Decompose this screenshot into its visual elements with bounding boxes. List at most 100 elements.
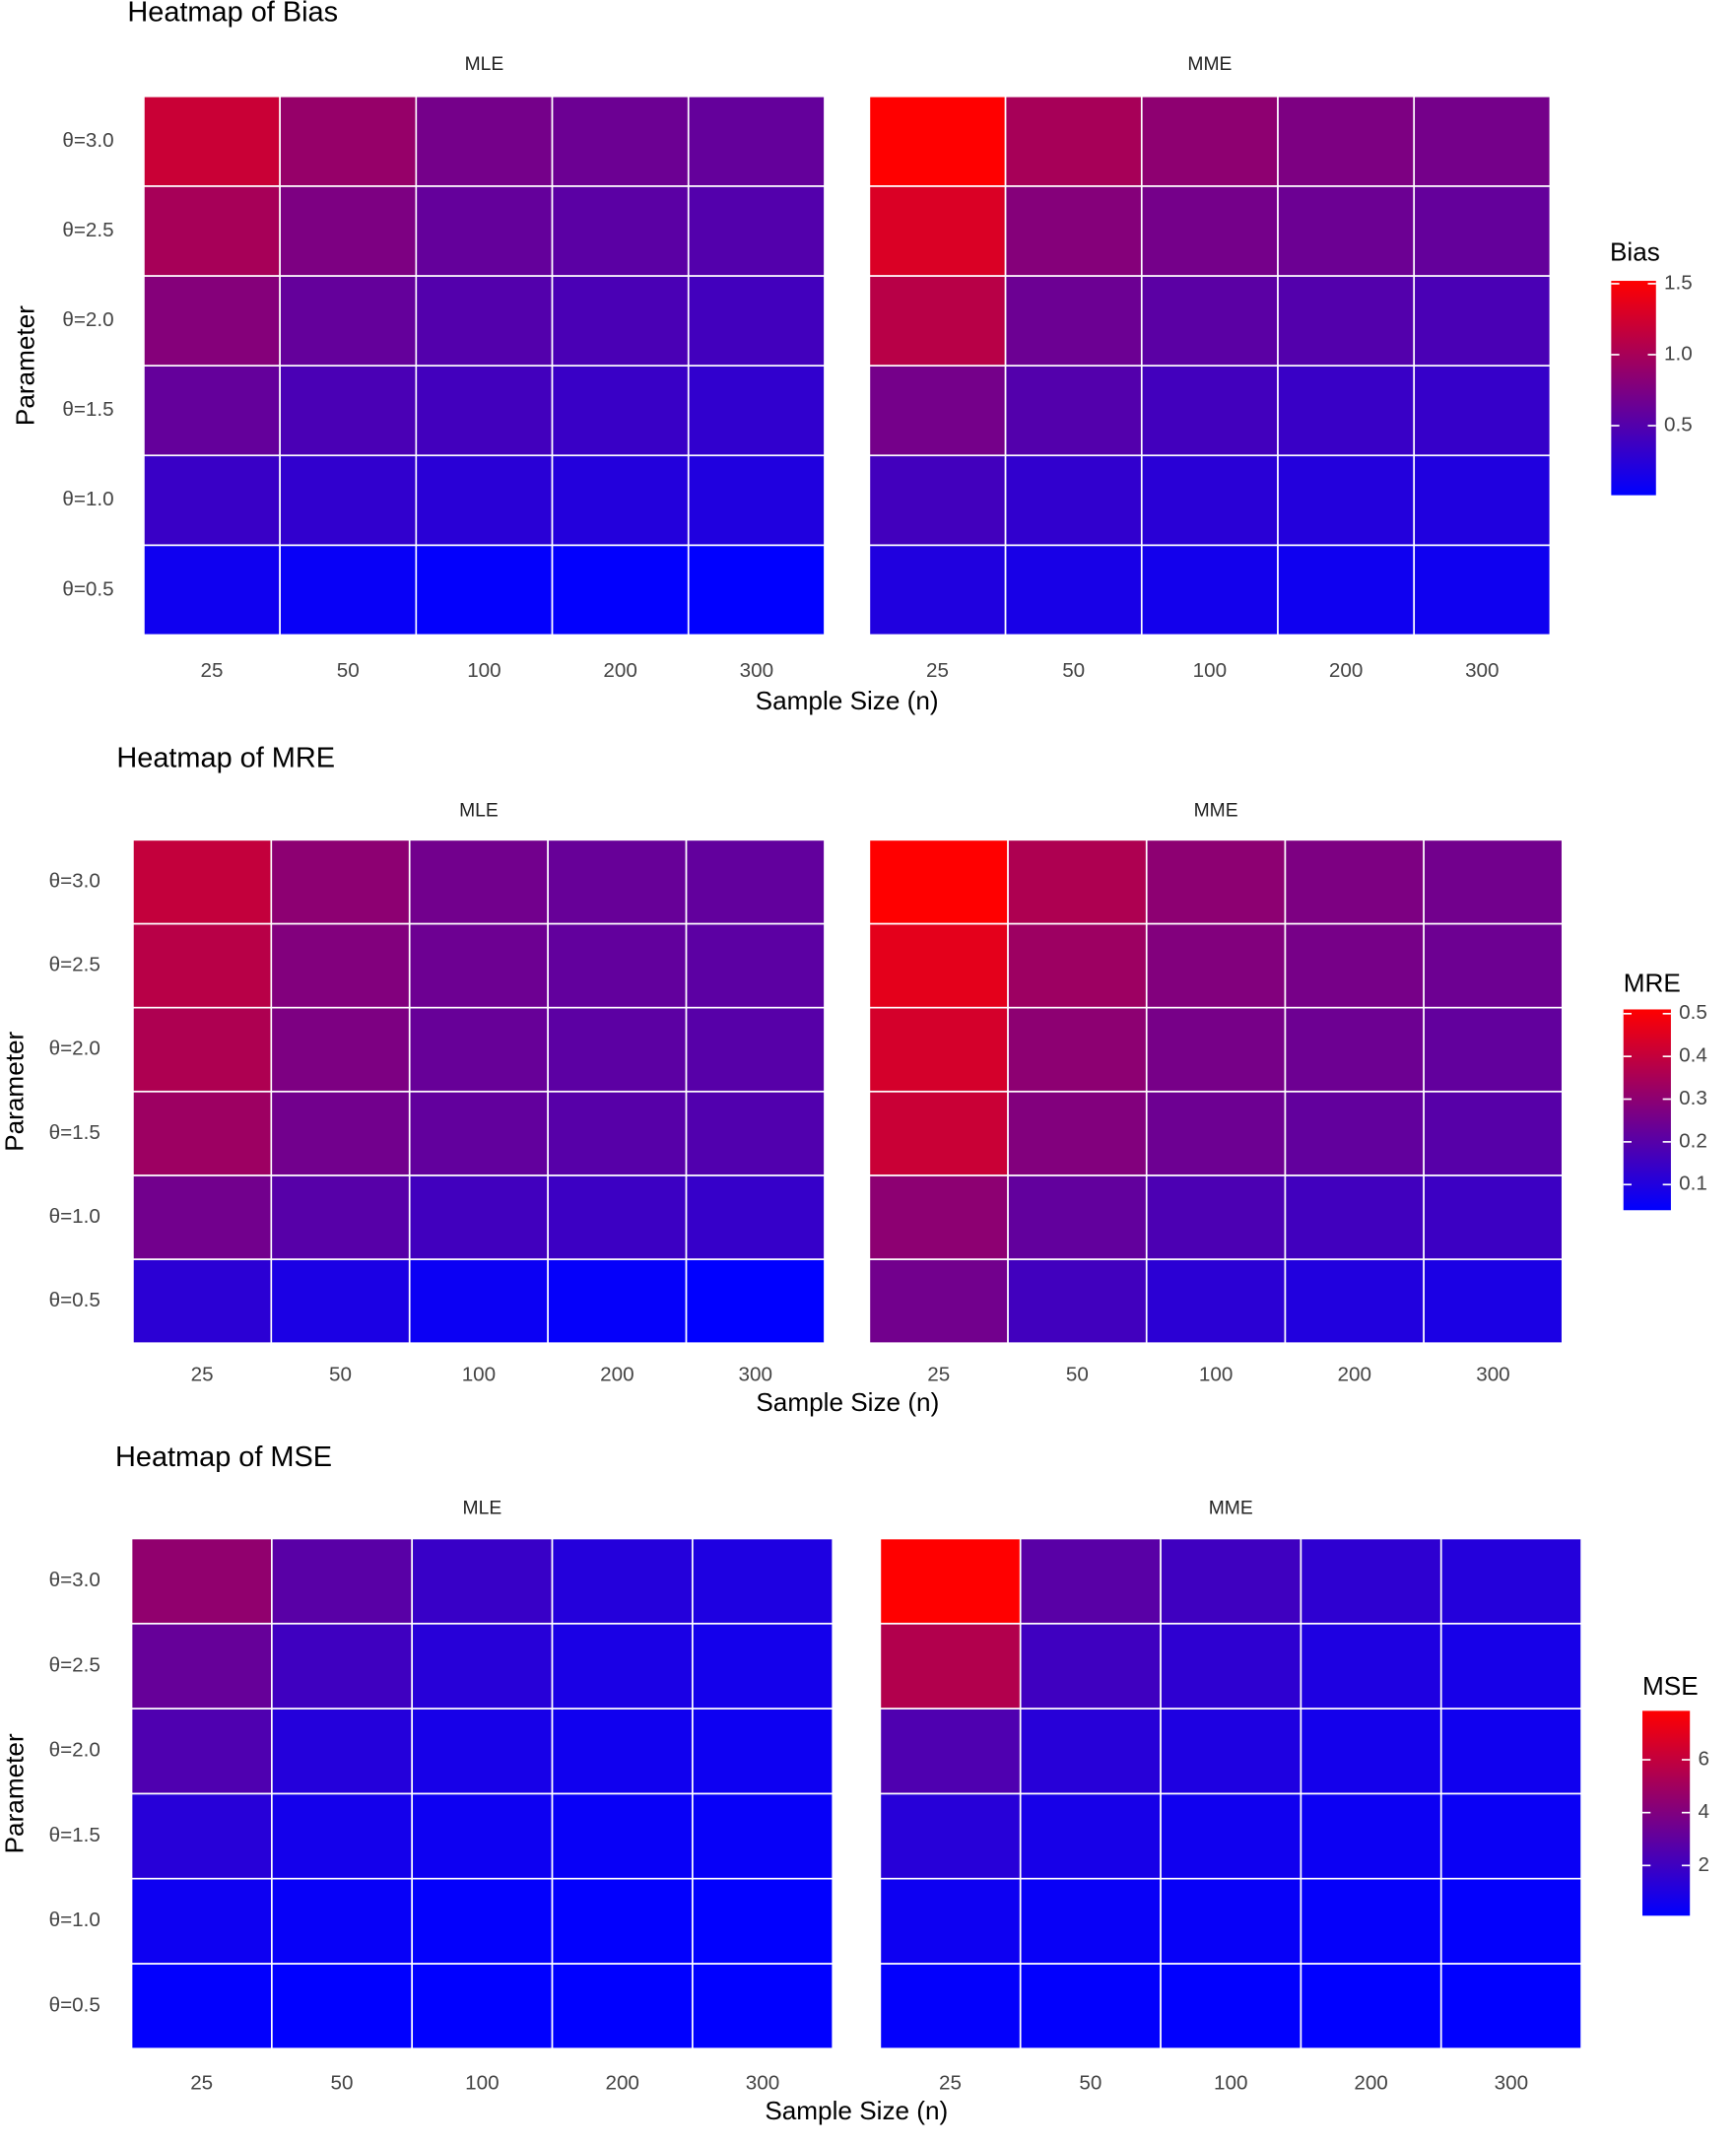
y-axis-label: Parameter — [10, 305, 39, 426]
heat-cell — [551, 275, 690, 367]
heat-cell — [692, 1792, 835, 1880]
heat-cell — [143, 185, 281, 277]
legend-title: MSE — [1642, 1671, 1699, 1701]
x-tick-label: 50 — [1066, 1364, 1089, 1386]
heat-cell — [687, 365, 826, 457]
heat-cell — [551, 185, 690, 277]
x-tick-label: 25 — [190, 2071, 213, 2094]
heat-cell — [868, 1258, 1009, 1345]
heat-cell — [547, 1090, 688, 1176]
y-axis-label: Parameter — [0, 1031, 29, 1151]
heat-cell — [1140, 365, 1279, 457]
x-tick-label: 50 — [337, 659, 360, 682]
x-axis-label: Sample Size (n) — [765, 2096, 948, 2125]
heat-cell — [687, 95, 826, 187]
heat-cell — [868, 1006, 1009, 1093]
x-tick-label: 200 — [605, 2071, 638, 2094]
heat-cell — [551, 365, 690, 457]
colorbar-label: 6 — [1698, 1747, 1708, 1770]
y-tick-label: θ=2.0 — [49, 1739, 100, 1762]
heat-cell — [551, 1622, 694, 1709]
facet-label: MME — [1187, 54, 1232, 75]
heat-cell — [132, 1174, 273, 1260]
heat-cell — [143, 365, 281, 457]
heat-cell — [132, 838, 273, 925]
x-tick-label: 100 — [1214, 2071, 1247, 2094]
x-tick-label: 200 — [600, 1364, 634, 1386]
heat-cell — [1413, 365, 1552, 457]
y-tick-label: θ=0.5 — [49, 1289, 100, 1311]
heat-cell — [411, 1963, 554, 2050]
heat-cell — [270, 838, 411, 925]
heat-cell — [1439, 1963, 1582, 2050]
heat-cell — [1160, 1622, 1302, 1709]
x-tick-label: 300 — [1476, 1364, 1509, 1386]
facet-label: MME — [1194, 801, 1238, 822]
heat-cell — [692, 1622, 835, 1709]
heat-cell — [1277, 95, 1416, 187]
x-tick-label: 25 — [926, 659, 949, 682]
colorbar-label: 1.0 — [1664, 342, 1693, 365]
heat-cell — [547, 1258, 688, 1345]
heat-cell — [130, 1708, 273, 1795]
facet-label: MLE — [459, 801, 499, 822]
heat-cell — [692, 1537, 835, 1625]
heat-cell — [1413, 95, 1552, 187]
heat-cell — [685, 922, 826, 1009]
heat-cell — [408, 1006, 549, 1093]
y-tick-label: θ=2.5 — [49, 1653, 100, 1676]
heat-cell — [551, 1537, 694, 1625]
chart-title: Heatmap of Bias — [127, 0, 338, 28]
heat-cell — [868, 95, 1007, 187]
y-tick-label: θ=2.0 — [49, 1038, 100, 1060]
heat-cell — [685, 838, 826, 925]
x-tick-label: 300 — [1465, 659, 1499, 682]
heat-cell — [1145, 1174, 1287, 1260]
heat-cell — [408, 1090, 549, 1176]
x-tick-label: 100 — [1193, 659, 1227, 682]
heat-cell — [270, 1258, 411, 1345]
heat-cell — [868, 275, 1007, 367]
x-axis-label: Sample Size (n) — [756, 686, 939, 715]
heat-cell — [415, 275, 554, 367]
legend-title: MRE — [1624, 969, 1681, 998]
x-tick-label: 50 — [1079, 2071, 1102, 2094]
heat-cell — [271, 1622, 414, 1709]
y-tick-label: θ=1.0 — [49, 1909, 100, 1931]
heat-cell — [270, 1174, 411, 1260]
heat-cell — [551, 1708, 694, 1795]
heat-cell — [1004, 275, 1143, 367]
heat-cell — [1007, 1090, 1148, 1176]
x-tick-label: 100 — [465, 2071, 499, 2094]
heat-cell — [271, 1877, 414, 1965]
x-tick-label: 25 — [939, 2071, 962, 2094]
heat-cell — [1423, 922, 1564, 1009]
heat-cell — [1423, 1174, 1564, 1260]
heatmap-panel: Heatmap of Bias MLE 25 50 100 200 300 MME 25 50 10… — [10, 0, 1692, 715]
heat-cell — [411, 1537, 554, 1625]
heat-cell — [685, 1174, 826, 1260]
x-tick-label: 300 — [740, 659, 773, 682]
heat-cell — [1423, 1258, 1564, 1345]
heat-cell — [415, 365, 554, 457]
x-tick-label: 50 — [331, 2071, 354, 2094]
heat-cell — [1004, 544, 1143, 637]
heat-cell — [270, 1090, 411, 1176]
heat-cell — [1019, 1537, 1162, 1625]
heat-cell — [1439, 1708, 1582, 1795]
heat-cell — [408, 1258, 549, 1345]
heat-cell — [551, 454, 690, 547]
y-tick-label: θ=1.5 — [62, 398, 113, 421]
heat-cell — [279, 95, 418, 187]
colorbar-label: 0.3 — [1679, 1087, 1707, 1109]
heat-cell — [1284, 838, 1425, 925]
heat-cell — [1019, 1792, 1162, 1880]
heat-cell — [868, 365, 1007, 457]
y-tick-label: θ=2.0 — [62, 308, 113, 331]
heat-cell — [1423, 1006, 1564, 1093]
heat-cell — [1160, 1963, 1302, 2050]
heat-cell — [879, 1877, 1022, 1965]
heat-cell — [130, 1792, 273, 1880]
heat-cell — [547, 1006, 688, 1093]
heat-cell — [1413, 544, 1552, 637]
